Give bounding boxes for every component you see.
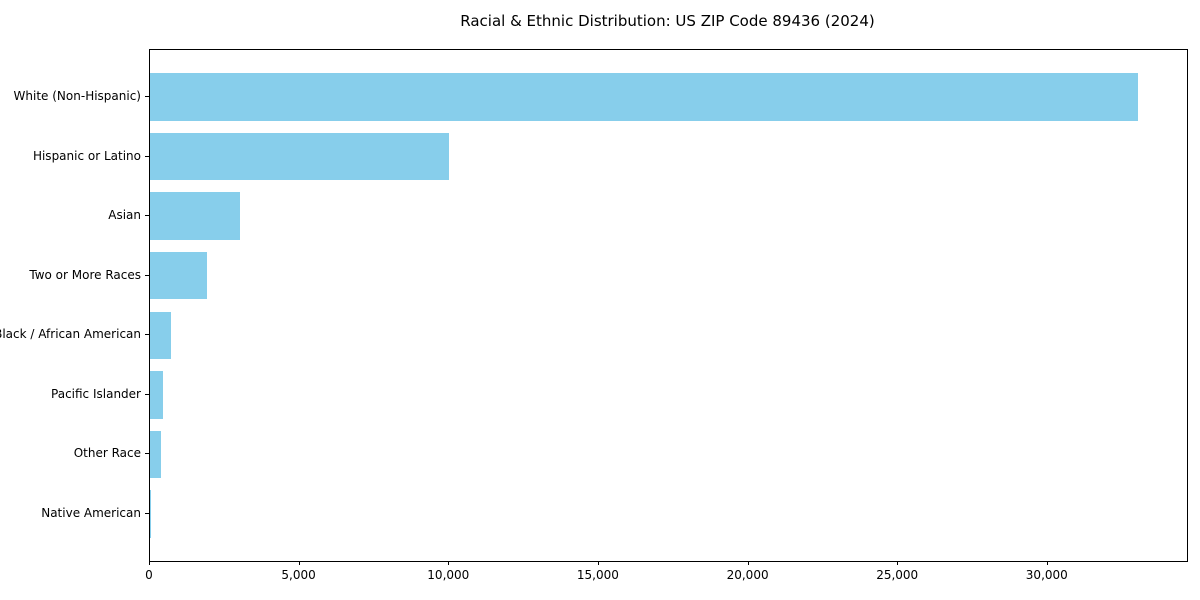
- y-tick-label-native-american: Native American: [41, 505, 141, 520]
- y-tick-label-hispanic-or-latino: Hispanic or Latino: [32, 148, 141, 163]
- bar-two-or-more-races: [150, 251, 207, 300]
- y-tick-other-race: [145, 453, 149, 455]
- bar-pacific-islander: [150, 371, 163, 419]
- x-tick-0: [149, 561, 150, 565]
- y-tick-label-asian: Asian: [108, 208, 141, 223]
- y-tick-label-two-or-more-races: Two or More Races: [29, 267, 141, 282]
- bar-asian: [150, 192, 240, 240]
- x-tick-20000: [747, 561, 749, 565]
- y-tick-pacific-islander: [145, 393, 149, 395]
- x-tick-15000: [597, 561, 599, 565]
- y-tick-label-white-non-hispanic: White (Non-Hispanic): [13, 89, 141, 104]
- y-tick-two-or-more-races: [145, 274, 149, 276]
- chart-title: Racial & Ethnic Distribution: US ZIP Cod…: [460, 12, 875, 30]
- y-tick-label-other-race: Other Race: [73, 446, 141, 461]
- x-tick-label-30000: 30,000: [1025, 568, 1068, 582]
- x-tick-label-20000: 20,000: [726, 568, 769, 582]
- x-tick-25000: [897, 561, 899, 565]
- x-tick-10000: [448, 561, 450, 565]
- x-tick-label-15000: 15,000: [576, 568, 619, 582]
- plot-area: [149, 49, 1188, 562]
- x-tick-label-10000: 10,000: [427, 568, 470, 582]
- x-tick-label-25000: 25,000: [876, 568, 919, 582]
- y-tick-white-non-hispanic: [145, 96, 149, 98]
- x-tick-5000: [298, 561, 300, 565]
- bar-white-non-hispanic: [150, 73, 1138, 121]
- y-tick-native-american: [145, 512, 149, 514]
- y-tick-hispanic-or-latino: [145, 155, 149, 157]
- x-tick-label-5000: 5,000: [281, 568, 316, 582]
- bar-black-african-american: [150, 311, 171, 360]
- y-tick-label-black-african-american: Black / African American: [0, 327, 141, 342]
- y-tick-asian: [145, 215, 149, 217]
- bar-other-race: [150, 430, 162, 479]
- y-tick-black-african-american: [145, 334, 149, 336]
- x-tick-30000: [1046, 561, 1048, 565]
- bar-native-american: [150, 490, 152, 538]
- x-tick-label-0: 0: [145, 568, 153, 582]
- y-tick-label-pacific-islander: Pacific Islander: [51, 386, 141, 401]
- bar-hispanic-or-latino: [150, 132, 450, 181]
